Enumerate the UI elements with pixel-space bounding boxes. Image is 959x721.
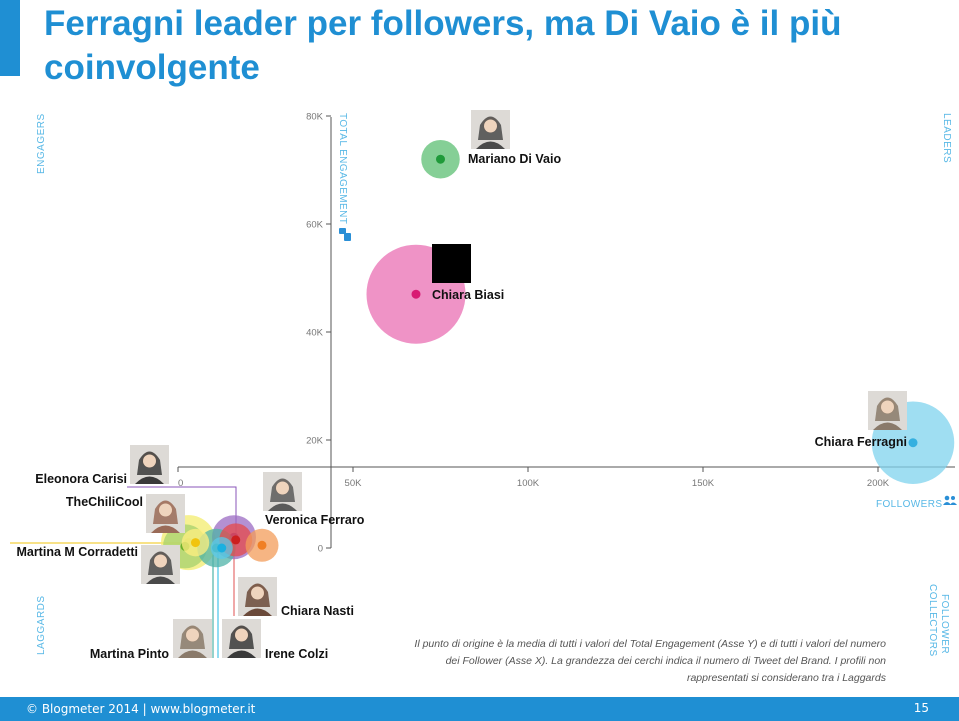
x-tick-label: 0 bbox=[178, 478, 183, 489]
avatar-photo bbox=[263, 472, 302, 511]
avatar-photo bbox=[141, 545, 180, 584]
y-tick-label: 80K bbox=[306, 112, 324, 123]
x-tick-label: 200K bbox=[867, 478, 890, 489]
point-label: Martina Pinto bbox=[90, 647, 170, 661]
avatar-photo bbox=[432, 244, 471, 283]
point-label: Irene Colzi bbox=[265, 647, 328, 661]
point-label: Eleonora Carisi bbox=[35, 472, 127, 486]
y-tick-label: 40K bbox=[306, 328, 324, 339]
engagement-icon bbox=[339, 228, 351, 241]
bubble-center-dot bbox=[908, 438, 918, 448]
quadrant-label-follower: FOLLOWER bbox=[939, 594, 950, 654]
point-label: Martina M Corradetti bbox=[16, 545, 138, 559]
quadrant-label-laggards: LAGGARDS bbox=[36, 595, 47, 655]
footer-copyright: © Blogmeter 2014 | www.blogmeter.it bbox=[26, 702, 256, 716]
x-axis-title: FOLLOWERS bbox=[876, 499, 942, 510]
point-label: TheChiliCool bbox=[66, 495, 143, 509]
x-tick-label: 100K bbox=[517, 478, 540, 489]
avatar-photo bbox=[130, 445, 169, 484]
point-label: Chiara Nasti bbox=[281, 604, 354, 618]
chart-footnote: Il punto di origine è la media di tutti … bbox=[414, 638, 886, 684]
quadrant-label-leaders: LEADERS bbox=[941, 113, 952, 163]
point-labels: Mariano Di Vaio Chiara Biasi Chiara Ferrag… bbox=[16, 152, 907, 661]
avatar-photo bbox=[146, 494, 185, 533]
page-number: 15 bbox=[913, 701, 929, 715]
avatar-photo bbox=[173, 619, 212, 658]
y-tick-label: 0 bbox=[318, 544, 323, 555]
bubble-center-dot bbox=[411, 289, 421, 299]
y-tick-label: 20K bbox=[306, 436, 324, 447]
avatar-photo bbox=[868, 391, 907, 430]
title-accent-bar bbox=[0, 0, 20, 76]
quadrant-label-engagers: ENGAGERS bbox=[36, 113, 47, 174]
point-label: Chiara Ferragni bbox=[815, 435, 907, 449]
slide-title: Ferragni leader per followers, ma Di Vai… bbox=[44, 4, 842, 87]
bubble-center-dot bbox=[257, 540, 267, 550]
y-tick-label: 60K bbox=[306, 220, 324, 231]
x-tick-label: 50K bbox=[345, 478, 363, 489]
point-label: Chiara Biasi bbox=[432, 288, 504, 302]
bubble-center-dot bbox=[436, 154, 445, 164]
x-tick-label: 150K bbox=[692, 478, 715, 489]
bubble-center-dot bbox=[231, 535, 241, 545]
avatar-photo bbox=[222, 619, 261, 658]
point-label: Mariano Di Vaio bbox=[468, 152, 561, 166]
avatar-photo bbox=[238, 577, 277, 616]
footer-bar: © Blogmeter 2014 | www.blogmeter.it 15 bbox=[0, 697, 959, 721]
quadrant-label-collectors: COLLECTORS bbox=[927, 584, 938, 657]
point-label: Veronica Ferraro bbox=[265, 513, 365, 527]
avatar-photo bbox=[471, 110, 510, 149]
bubble-center-dot bbox=[191, 538, 200, 548]
followers-icon bbox=[943, 495, 957, 505]
bubble-center-dot bbox=[217, 543, 227, 553]
avatars bbox=[130, 110, 907, 658]
y-axis-title: TOTAL ENGAGEMENT bbox=[337, 113, 348, 224]
axis-ticks: 0 20K 40K 60K 80K 0 50K 100K 150K 200K bbox=[177, 112, 890, 555]
